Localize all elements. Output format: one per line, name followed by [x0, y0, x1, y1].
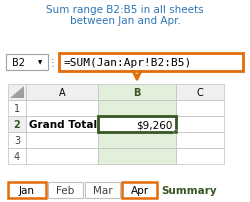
- Bar: [158, 182, 218, 198]
- Bar: [175, 132, 223, 148]
- Bar: [98, 116, 175, 132]
- Bar: [8, 132, 26, 148]
- Text: 4: 4: [14, 151, 20, 161]
- Text: 2: 2: [14, 119, 20, 129]
- Bar: [8, 148, 26, 164]
- Bar: [8, 182, 46, 198]
- Bar: [59, 54, 242, 72]
- Text: B2: B2: [12, 58, 25, 68]
- Bar: [8, 85, 26, 101]
- Text: Feb: Feb: [56, 185, 74, 195]
- Bar: [26, 116, 98, 132]
- Text: B: B: [133, 87, 140, 98]
- Text: between Jan and Apr.: between Jan and Apr.: [69, 16, 180, 26]
- Bar: [98, 101, 175, 116]
- Bar: [48, 182, 83, 198]
- Text: Summary: Summary: [160, 185, 216, 195]
- Bar: [98, 116, 175, 132]
- Bar: [98, 148, 175, 164]
- Bar: [85, 182, 119, 198]
- Polygon shape: [10, 87, 24, 99]
- Bar: [26, 85, 98, 101]
- Text: $9,260: $9,260: [136, 119, 172, 129]
- Text: A: A: [58, 87, 65, 98]
- Bar: [98, 132, 175, 148]
- Bar: [173, 130, 177, 134]
- Text: C: C: [196, 87, 202, 98]
- Bar: [98, 85, 175, 101]
- Text: Sum range B2:B5 in all sheets: Sum range B2:B5 in all sheets: [46, 5, 203, 15]
- Text: 3: 3: [14, 135, 20, 145]
- Text: Mar: Mar: [92, 185, 112, 195]
- Text: ▼: ▼: [38, 60, 42, 65]
- Bar: [175, 116, 223, 132]
- Text: 1: 1: [14, 103, 20, 114]
- Bar: [6, 55, 48, 71]
- Text: Apr: Apr: [130, 185, 148, 195]
- Bar: [8, 101, 26, 116]
- Text: Grand Total:: Grand Total:: [29, 119, 101, 129]
- Text: ⋮: ⋮: [48, 58, 58, 68]
- Bar: [122, 182, 156, 198]
- Text: =SUM(Jan:Apr!B2:B5): =SUM(Jan:Apr!B2:B5): [64, 58, 192, 68]
- Bar: [8, 116, 26, 132]
- Bar: [26, 132, 98, 148]
- Text: Jan: Jan: [19, 185, 35, 195]
- Bar: [175, 148, 223, 164]
- Bar: [175, 85, 223, 101]
- Bar: [175, 101, 223, 116]
- Bar: [26, 148, 98, 164]
- Bar: [26, 101, 98, 116]
